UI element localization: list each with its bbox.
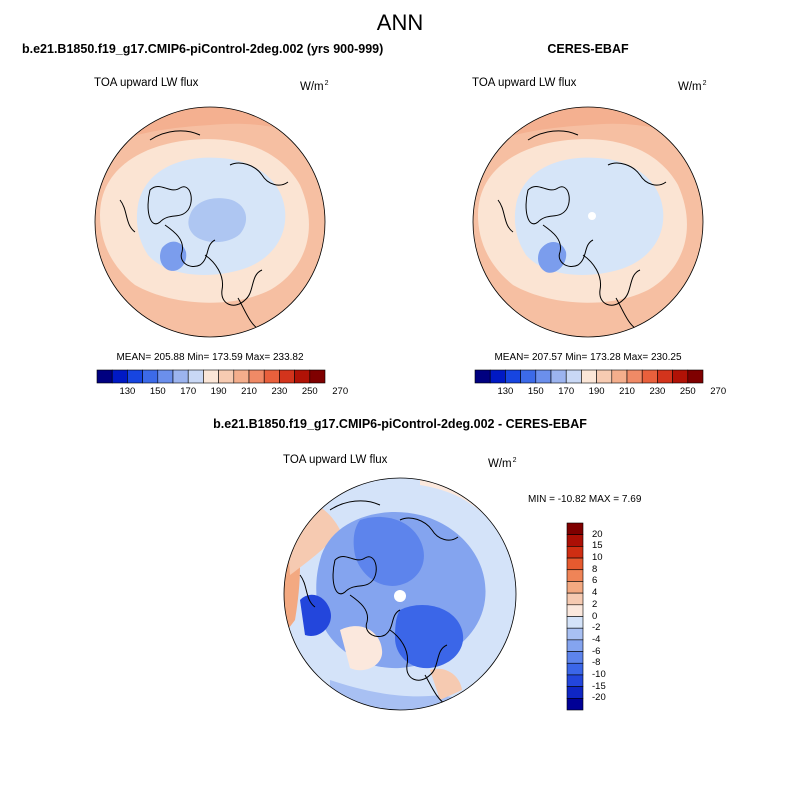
- colorbar-tick-label: 130: [119, 386, 136, 397]
- colorbar-swatch: [96, 369, 113, 384]
- colorbar-swatch: [520, 369, 537, 384]
- obs-panel-title: CERES-EBAF: [547, 42, 629, 56]
- colorbar-tick-label: -6: [592, 645, 601, 657]
- colorbar-swatch: [566, 581, 584, 594]
- colorbar-tick-label: 250: [301, 386, 318, 397]
- colorbar-swatch: [233, 369, 250, 384]
- model-units-label: W/m2: [300, 80, 329, 93]
- colorbar-swatch: [111, 369, 128, 384]
- colorbar-tick-label: 8: [592, 563, 598, 575]
- colorbar-swatch: [566, 569, 584, 582]
- colorbar-swatch: [203, 369, 219, 384]
- obs-polar-map: [472, 106, 704, 338]
- colorbar-swatch: [566, 557, 584, 571]
- diff-variable-label: TOA upward LW flux: [283, 454, 388, 466]
- colorbar-swatch: [263, 369, 280, 384]
- colorbar-swatch: [142, 369, 159, 384]
- colorbar-swatch: [566, 592, 584, 606]
- colorbar-swatch: [157, 369, 174, 384]
- colorbar-tick-label: 230: [271, 386, 288, 397]
- obs-units-label: W/m2: [678, 80, 707, 93]
- colorbar-tick-label: 150: [527, 386, 544, 397]
- colorbar-tick-label: -8: [592, 657, 601, 669]
- page-title: ANN: [376, 10, 424, 35]
- colorbar-tick-label: 250: [679, 386, 696, 397]
- colorbar-tick-label: 20: [592, 528, 603, 540]
- colorbar-swatch: [294, 369, 311, 384]
- colorbar-swatch: [581, 369, 597, 384]
- colorbar-tick-label: 270: [332, 386, 349, 397]
- colorbar-tick-label: -15: [592, 680, 606, 692]
- colorbar-swatch: [489, 369, 506, 384]
- diff-units-label: W/m2: [488, 457, 517, 470]
- colorbar-tick-label: 6: [592, 575, 598, 587]
- colorbar-tick-label: 0: [592, 610, 598, 622]
- diff-stats: MIN = -10.82 MAX = 7.69: [528, 494, 642, 505]
- colorbar-swatch: [474, 369, 491, 384]
- colorbar-swatch: [566, 534, 584, 547]
- colorbar-swatch: [566, 686, 584, 699]
- colorbar-swatch: [309, 369, 326, 384]
- colorbar-swatch: [687, 369, 704, 384]
- colorbar-tick-label: 190: [210, 386, 227, 397]
- colorbar-swatch: [172, 369, 189, 384]
- colorbar-tick-label: -4: [592, 633, 601, 645]
- colorbar-tick-label: 2: [592, 598, 598, 610]
- colorbar-tick-label: 4: [592, 587, 598, 599]
- colorbar-swatch: [566, 698, 584, 711]
- colorbar-swatch: [672, 369, 689, 384]
- colorbar-swatch: [641, 369, 658, 384]
- model-variable-label: TOA upward LW flux: [94, 77, 199, 89]
- colorbar-swatch: [279, 369, 295, 384]
- diff-polar-map: [283, 477, 517, 711]
- colorbar-swatch: [566, 604, 584, 617]
- colorbar-tick-label: 190: [588, 386, 605, 397]
- colorbar-swatch: [566, 616, 584, 629]
- colorbar-tick-label: 10: [592, 552, 603, 564]
- colorbar-tick-label: 230: [649, 386, 666, 397]
- model-polar-map: [94, 106, 326, 338]
- colorbar-swatch: [566, 639, 584, 652]
- colorbar-tick-label: 130: [497, 386, 514, 397]
- colorbar-swatch: [248, 369, 265, 384]
- colorbar-swatch: [566, 651, 584, 664]
- colorbar-swatch: [535, 369, 552, 384]
- colorbar-tick-label: 150: [149, 386, 166, 397]
- colorbar-swatch: [596, 369, 613, 384]
- obs-variable-label: TOA upward LW flux: [472, 77, 577, 89]
- colorbar-swatch: [566, 522, 584, 535]
- model-colorbar: [96, 369, 326, 384]
- colorbar-tick-label: -20: [592, 692, 606, 704]
- colorbar-tick-label: 15: [592, 540, 603, 552]
- obs-stats: MEAN= 207.57 Min= 173.28 Max= 230.25: [494, 352, 682, 363]
- colorbar-tick-label: 170: [180, 386, 197, 397]
- colorbar-swatch: [218, 369, 235, 384]
- colorbar-swatch: [566, 662, 584, 676]
- colorbar-tick-label: 210: [619, 386, 635, 397]
- colorbar-swatch: [187, 369, 204, 384]
- colorbar-tick-label: -2: [592, 622, 601, 634]
- diff-panel-title: b.e21.B1850.f19_g17.CMIP6-piControl-2deg…: [213, 417, 587, 431]
- model-panel-title: b.e21.B1850.f19_g17.CMIP6-piControl-2deg…: [22, 42, 384, 56]
- colorbar-swatch: [550, 369, 567, 384]
- colorbar-tick-label: 170: [558, 386, 575, 397]
- obs-colorbar: [474, 369, 704, 384]
- colorbar-swatch: [565, 369, 582, 384]
- colorbar-swatch: [566, 674, 584, 687]
- colorbar-swatch: [127, 369, 143, 384]
- colorbar-swatch: [611, 369, 628, 384]
- colorbar-tick-label: -10: [592, 668, 606, 680]
- diff-colorbar: [566, 522, 584, 711]
- model-stats: MEAN= 205.88 Min= 173.59 Max= 233.82: [116, 352, 304, 363]
- colorbar-swatch: [626, 369, 643, 384]
- colorbar-swatch: [566, 546, 584, 559]
- colorbar-tick-label: 210: [241, 386, 257, 397]
- colorbar-tick-label: 270: [710, 386, 727, 397]
- colorbar-swatch: [505, 369, 521, 384]
- colorbar-swatch: [566, 627, 584, 641]
- colorbar-swatch: [657, 369, 673, 384]
